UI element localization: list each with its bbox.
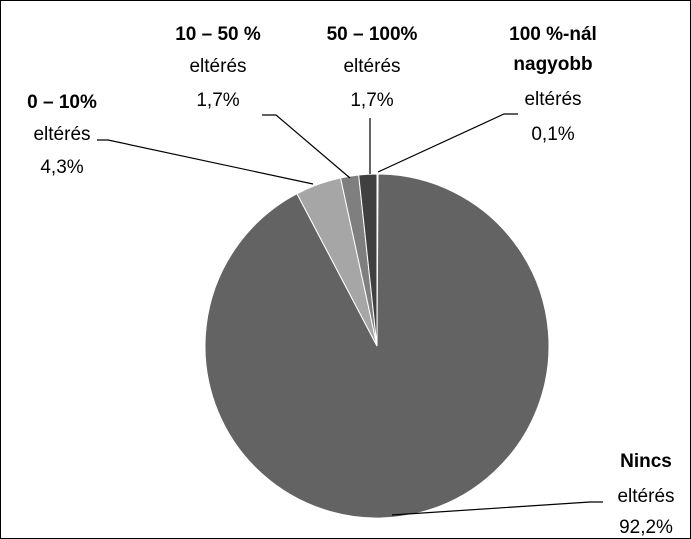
slice-label-nincs-bold: Nincs: [620, 451, 672, 472]
leader-line-10-50: [262, 114, 351, 179]
slice-label-50-100-bold: 50 – 100%: [327, 24, 418, 45]
pie-slices: [204, 173, 550, 519]
slice-label-10-50-value: 1,7%: [196, 90, 239, 111]
leader-line-100-plus: [377, 113, 518, 173]
leader-lines: [97, 113, 603, 516]
slice-label-100-plus: 100 %-nál nagyobb eltérés 0,1%: [509, 24, 597, 145]
slice-label-nincs-value: 92,2%: [619, 517, 673, 538]
slice-label-10-50-text: eltérés: [189, 56, 246, 77]
slice-50-100: [358, 173, 378, 347]
slice-label-10-50-bold: 10 – 50 %: [175, 24, 261, 45]
slice-label-100-plus-bold-2: nagyobb: [513, 54, 592, 75]
slice-label-100-plus-text: eltérés: [524, 89, 581, 110]
slice-label-0-10: 0 – 10% eltérés 4,3%: [27, 92, 97, 178]
slice-label-0-10-text: eltérés: [33, 124, 90, 145]
slice-label-100-plus-value: 0,1%: [531, 124, 574, 145]
slice-label-100-plus-bold-1: 100 %-nál: [509, 24, 597, 45]
leader-line-0-10: [97, 139, 314, 185]
slice-label-0-10-bold: 0 – 10%: [27, 92, 97, 113]
slice-label-50-100-value: 1,7%: [350, 90, 393, 111]
slice-label-50-100: 50 – 100% eltérés 1,7%: [327, 24, 418, 111]
slice-label-50-100-text: eltérés: [343, 56, 400, 77]
leader-line-nincs: [391, 501, 603, 516]
slice-label-10-50: 10 – 50 % eltérés 1,7%: [175, 24, 261, 111]
slice-label-nincs-text: eltérés: [617, 486, 674, 507]
slice-label-nincs: Nincs eltérés 92,2%: [617, 451, 674, 538]
slice-label-0-10-value: 4,3%: [40, 157, 83, 178]
